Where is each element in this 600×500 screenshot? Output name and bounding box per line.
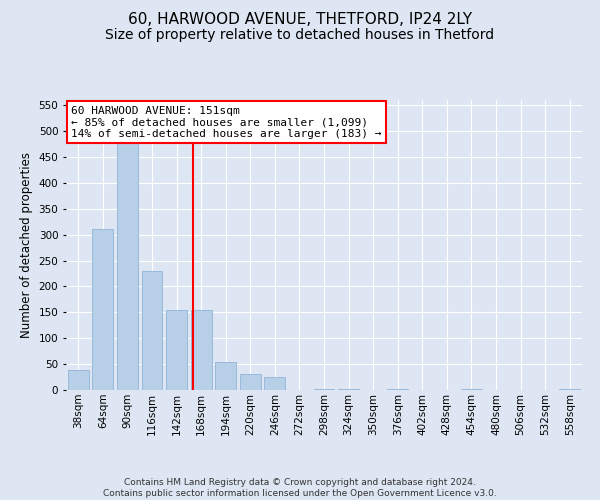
- Bar: [117, 136, 138, 390]
- Bar: [338, 389, 359, 390]
- Bar: [461, 389, 482, 390]
- Bar: [387, 389, 408, 390]
- Text: Size of property relative to detached houses in Thetford: Size of property relative to detached ho…: [106, 28, 494, 42]
- Bar: [166, 310, 187, 390]
- Bar: [215, 362, 236, 390]
- Bar: [92, 230, 113, 390]
- Text: 60 HARWOOD AVENUE: 151sqm
← 85% of detached houses are smaller (1,099)
14% of se: 60 HARWOOD AVENUE: 151sqm ← 85% of detac…: [71, 106, 382, 139]
- Bar: [559, 389, 580, 390]
- Bar: [240, 374, 261, 390]
- Bar: [314, 389, 334, 390]
- Bar: [265, 377, 286, 390]
- Text: 60, HARWOOD AVENUE, THETFORD, IP24 2LY: 60, HARWOOD AVENUE, THETFORD, IP24 2LY: [128, 12, 472, 28]
- Bar: [68, 370, 89, 390]
- Bar: [142, 271, 163, 390]
- Text: Contains HM Land Registry data © Crown copyright and database right 2024.
Contai: Contains HM Land Registry data © Crown c…: [103, 478, 497, 498]
- Bar: [191, 310, 212, 390]
- Y-axis label: Number of detached properties: Number of detached properties: [20, 152, 33, 338]
